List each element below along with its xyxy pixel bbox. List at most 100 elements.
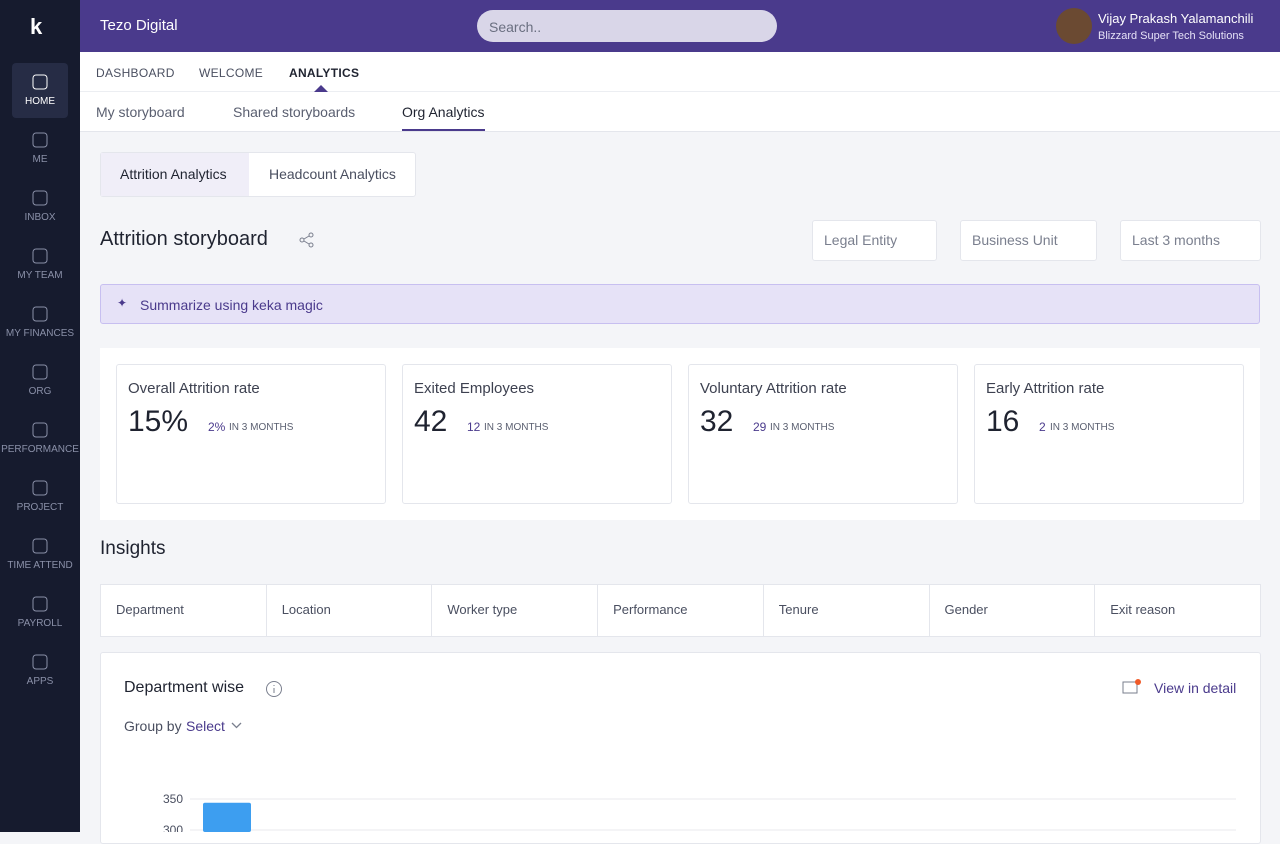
y-tick-label: 350 [163, 792, 183, 806]
kpi-period: IN 3 MONTHS [770, 422, 835, 433]
group-by: Group by [124, 718, 182, 734]
nav-area [80, 52, 1280, 132]
kpi-value: 32 [700, 405, 734, 438]
search-placeholder: Search.. [489, 19, 542, 35]
analytics-tabs [100, 152, 416, 197]
group-select[interactable]: Select [186, 718, 225, 734]
nav-icon [32, 190, 48, 206]
avatar[interactable] [1056, 8, 1092, 44]
subtab[interactable]: My storyboard [96, 104, 185, 120]
kpi-card [974, 364, 1244, 504]
kpi-change: 29 [753, 420, 767, 434]
insight-filter[interactable] [1094, 584, 1262, 637]
nav-icon [32, 74, 48, 90]
divider [80, 91, 1280, 92]
subtab[interactable]: Shared storyboards [233, 104, 356, 120]
department-title: Department wise [124, 679, 245, 696]
insight-filter[interactable] [762, 584, 930, 637]
storyboard-title: Attrition storyboard [100, 228, 268, 250]
logo[interactable]: k [30, 14, 43, 39]
summarize-text: Summarize using keka magic [140, 297, 323, 313]
kpi-period: IN 3 MONTHS [484, 422, 549, 433]
search[interactable]: Search.. [477, 10, 777, 42]
insight-filter-label: Exit reason [1110, 602, 1176, 617]
kpi-title: Early Attrition rate [986, 380, 1105, 397]
insight-filter-label: Worker type [447, 602, 518, 617]
filter-label: Business Unit [972, 232, 1058, 248]
kpi-value: 15% [128, 405, 189, 438]
topbar: Tezo Digital Search.. Vijay Prakash Yala… [80, 0, 1280, 52]
kpi-change: 2 [1039, 420, 1046, 434]
nav-label[interactable]: PROJECT [16, 502, 64, 513]
nav-icon [32, 248, 48, 264]
nav-label[interactable]: PAYROLL [17, 618, 63, 629]
user-name: Vijay Prakash Yalamanchili [1098, 11, 1254, 26]
active-nav [12, 63, 68, 118]
info-icon[interactable] [265, 680, 283, 698]
summarize-bar[interactable]: ✦ Summarize using keka magic [100, 284, 1260, 324]
insight-filter[interactable] [928, 584, 1096, 637]
view-detail[interactable]: View in detail [1154, 680, 1237, 696]
tab[interactable]: ANALYTICS [289, 66, 360, 80]
nav-icon [32, 538, 48, 554]
y-tick-label: 300 [163, 823, 183, 832]
active-tab [101, 153, 249, 196]
nav-icon [32, 596, 48, 612]
kpi-title: Exited Employees [414, 380, 535, 397]
insights-title: Insights [100, 538, 166, 559]
nav-icon [32, 306, 48, 322]
tab[interactable]: WELCOME [199, 66, 264, 80]
insight-filter-label: Gender [944, 602, 988, 617]
insight-filter-label: Tenure [778, 602, 819, 617]
filter-dropdown[interactable] [960, 220, 1097, 261]
kpi-period: IN 3 MONTHS [229, 422, 294, 433]
kpi-change: 2% [208, 420, 226, 434]
subtab[interactable]: Org Analytics [402, 104, 485, 120]
filter-label: Last 3 months [1132, 232, 1220, 248]
nav-icon [32, 132, 48, 148]
filter-dropdown[interactable] [812, 220, 937, 261]
insight-filter[interactable] [265, 584, 433, 637]
subtab-underline [402, 129, 485, 131]
kpi-value: 16 [986, 405, 1020, 438]
kpi-change: 12 [467, 420, 481, 434]
org-name[interactable]: Tezo Digital [100, 17, 178, 34]
nav-label[interactable]: TIME ATTEND [7, 560, 73, 571]
insight-filter[interactable] [431, 584, 599, 637]
kpi-card [116, 364, 386, 504]
kpi-value: 42 [414, 405, 448, 438]
tab[interactable]: DASHBOARD [96, 66, 175, 80]
nav-label[interactable]: ORG [28, 386, 52, 397]
nav-icon [32, 364, 48, 380]
nav-label[interactable]: INBOX [24, 212, 56, 223]
filter-label: Legal Entity [824, 232, 898, 248]
insight-filter[interactable] [597, 584, 765, 637]
insight-filter-label: Performance [613, 602, 688, 617]
analytics-tab[interactable]: Headcount Analytics [269, 166, 396, 182]
nav-label[interactable]: PERFORMANCE [1, 444, 79, 455]
bar [203, 802, 251, 832]
analytics-tab[interactable]: Attrition Analytics [120, 166, 227, 182]
insight-filter[interactable] [100, 584, 267, 637]
nav-label[interactable]: HOME [25, 96, 55, 107]
nav-label[interactable]: MY FINANCES [5, 328, 75, 339]
kpi-card [688, 364, 958, 504]
nav-label[interactable]: APPS [26, 676, 54, 687]
kpi-title: Voluntary Attrition rate [700, 380, 847, 397]
user-company: Blizzard Super Tech Solutions [1098, 30, 1244, 42]
nav-label[interactable]: ME [32, 154, 48, 165]
comment-icon[interactable] [1122, 679, 1142, 697]
department-card [100, 652, 1261, 844]
chevron [231, 722, 242, 729]
nav-icon [32, 480, 48, 496]
kpi-card [402, 364, 672, 504]
nav-icon [32, 654, 48, 670]
nav-icon [32, 422, 48, 438]
nav-label[interactable]: MY TEAM [17, 270, 63, 281]
sidebar: k [0, 0, 80, 832]
kpi-title: Overall Attrition rate [128, 380, 260, 397]
filter-dropdown[interactable] [1120, 220, 1261, 261]
tab-indicator [314, 85, 328, 92]
share-icon[interactable] [299, 232, 315, 248]
